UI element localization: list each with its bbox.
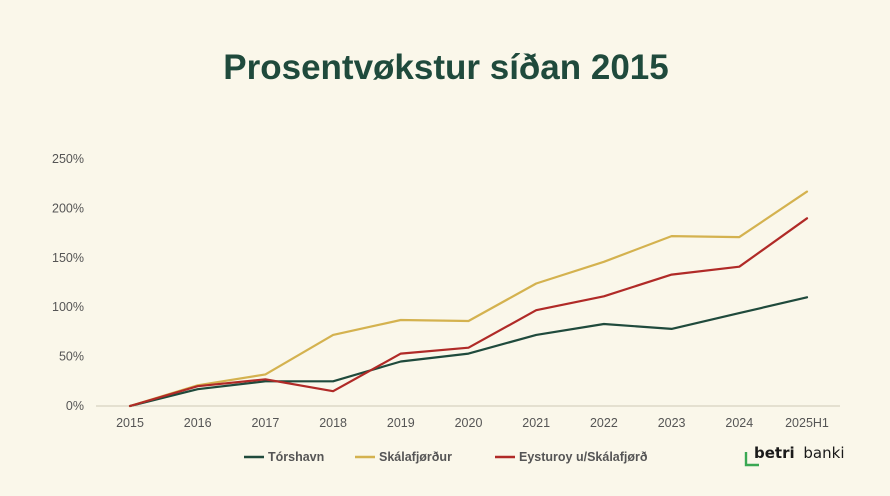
x-tick-label: 2023 bbox=[658, 416, 686, 430]
logo-bracket-icon bbox=[744, 452, 759, 467]
x-tick-label: 2016 bbox=[184, 416, 212, 430]
y-tick-label: 0% bbox=[66, 399, 84, 413]
x-tick-label: 2019 bbox=[387, 416, 415, 430]
x-tick-label: 2015 bbox=[116, 416, 144, 430]
legend-label: Eysturoy u/Skálafjørð bbox=[519, 450, 648, 464]
x-tick-label: 2025H1 bbox=[785, 416, 829, 430]
series-line-2 bbox=[128, 190, 809, 408]
legend-label: Skálafjørður bbox=[379, 450, 452, 464]
legend-label: Tórshavn bbox=[268, 450, 324, 464]
series-line-1 bbox=[128, 296, 809, 408]
x-tick-label: 2018 bbox=[319, 416, 347, 430]
x-tick-label: 2021 bbox=[522, 416, 550, 430]
y-tick-label: 100% bbox=[52, 300, 84, 314]
chart-title: Prosentvøkstur síðan 2015 bbox=[223, 48, 668, 87]
x-tick-label: 2022 bbox=[590, 416, 618, 430]
series-lines bbox=[128, 190, 809, 408]
x-tick-label: 2020 bbox=[455, 416, 483, 430]
svg-text:betri banki: betri banki bbox=[754, 444, 844, 462]
y-axis-ticks: 0% 50% 100% 150% 200% 250% bbox=[52, 152, 84, 413]
legend: Tórshavn Skálafjørður Eysturoy u/Skálafjør… bbox=[244, 450, 648, 464]
x-axis-ticks: 2015 2016 2017 2018 2019 2020 2021 2022 2023 2024… bbox=[116, 416, 829, 430]
series-line-3 bbox=[128, 217, 809, 408]
y-tick-label: 50% bbox=[59, 350, 84, 364]
y-tick-label: 200% bbox=[52, 201, 84, 215]
x-tick-label: 2017 bbox=[251, 416, 279, 430]
y-tick-label: 150% bbox=[52, 251, 84, 265]
logo-word-betri: betri bbox=[754, 444, 795, 462]
logo-word-banki: banki bbox=[803, 444, 844, 462]
x-tick-label: 2024 bbox=[725, 416, 753, 430]
y-tick-label: 250% bbox=[52, 152, 84, 166]
betri-banki-logo: betri banki bbox=[744, 444, 844, 467]
